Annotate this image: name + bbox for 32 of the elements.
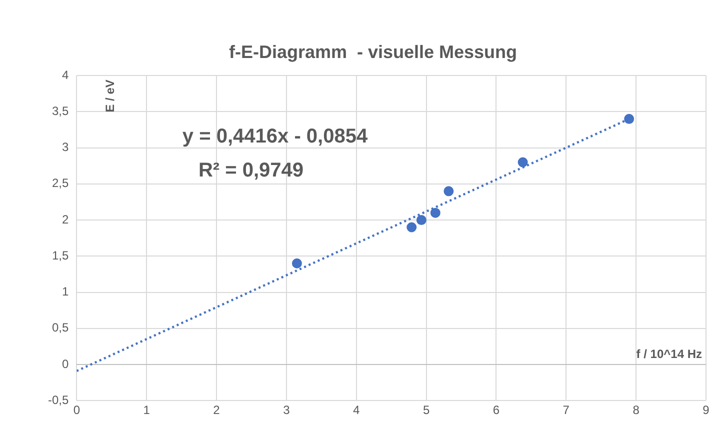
y-tick-label: 2,5 <box>52 176 69 190</box>
y-tick-label: -0,5 <box>48 392 69 407</box>
point <box>444 186 454 196</box>
y-axis-title: E / eV <box>102 80 117 112</box>
y-tick-label: 0 <box>62 356 69 371</box>
y-tick-label: 1 <box>62 284 69 299</box>
annotation: y = 0,4416x - 0,0854 <box>182 126 368 148</box>
y-tick-label: 3 <box>62 140 69 154</box>
x-tick-label: 2 <box>213 403 220 418</box>
point <box>518 157 528 168</box>
point <box>416 215 426 226</box>
y-tick-label: 0,5 <box>52 320 69 335</box>
point <box>430 208 440 218</box>
point <box>292 258 302 268</box>
y-tick-label: 3,5 <box>52 104 69 118</box>
y-tick-label: 2 <box>62 212 69 226</box>
x-tick-label: 9 <box>702 403 710 418</box>
chart-title: f-E-Diagramm - visuelle Messung <box>228 42 518 62</box>
x-tick-label: 4 <box>353 403 360 418</box>
y-tick-label: 4 <box>62 68 69 82</box>
x-tick-label: 5 <box>422 403 430 418</box>
x-tick-label: 3 <box>283 403 290 418</box>
y-tick-label: 1,5 <box>52 248 69 262</box>
x-axis-title: f / 10^14 Hz <box>636 346 702 361</box>
x-tick-label: 8 <box>632 403 640 418</box>
annotation: R² = 0,9749 <box>198 160 304 182</box>
x-tick-label: 6 <box>492 403 500 418</box>
point <box>406 222 417 232</box>
x-tick-label: 7 <box>562 403 570 418</box>
x-tick-label: 1 <box>143 403 150 418</box>
x-tick-label: 0 <box>73 403 80 418</box>
point <box>624 114 634 124</box>
